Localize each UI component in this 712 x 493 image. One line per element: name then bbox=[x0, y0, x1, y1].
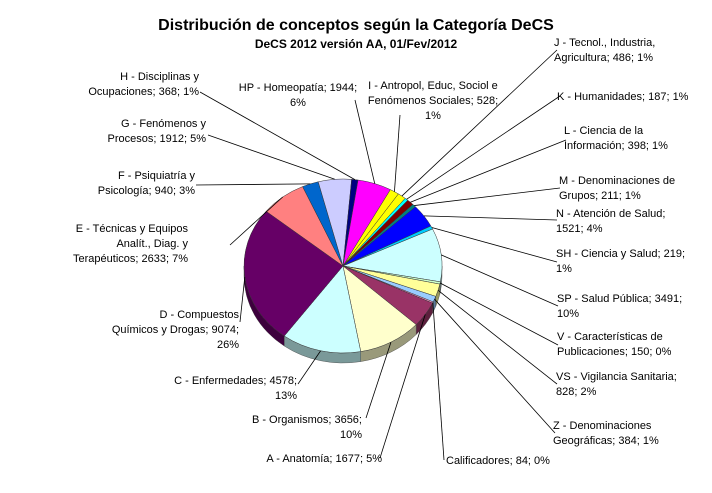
pie-slices bbox=[243, 178, 443, 354]
leader-line-2 bbox=[410, 139, 567, 203]
leader-line-16 bbox=[195, 183, 311, 186]
leader-line-6 bbox=[441, 254, 559, 307]
slice-label-8: VS - Vigilancia Sanitaria; 828; 2% bbox=[556, 371, 677, 398]
slice-label-14: D - Compuestos Químicos y Drogas; 9074; 26… bbox=[112, 309, 240, 351]
leader-line-20 bbox=[394, 114, 401, 192]
slice-label-20: I - Antropol, Educ, Sociol e Fenómenos So… bbox=[368, 80, 498, 122]
leader-line-9 bbox=[434, 298, 556, 434]
leader-line-0 bbox=[401, 49, 558, 197]
slice-label-17: G - Fenómenos y Procesos; 1912; 5% bbox=[108, 118, 207, 145]
leader-line-1 bbox=[406, 95, 561, 200]
leader-line-5 bbox=[431, 227, 558, 263]
leader-line-12 bbox=[365, 341, 392, 419]
leader-line-10 bbox=[432, 302, 445, 461]
chart-subtitle: DeCS 2012 versión AA, 01/Fev/2012 bbox=[255, 37, 458, 51]
pie-slice-13 bbox=[283, 265, 362, 354]
pie-slice-14 bbox=[243, 210, 344, 337]
leader-line-4 bbox=[423, 215, 558, 221]
slice-label-11: A - Anatomía; 1677; 5% bbox=[266, 453, 382, 465]
pie-slice-20 bbox=[342, 189, 399, 267]
leader-line-15 bbox=[229, 196, 283, 246]
slice-label-1: K - Humanidades; 187; 1% bbox=[557, 91, 689, 103]
slice-label-12: B - Organismos; 3656; 10% bbox=[252, 414, 362, 441]
leader-line-17 bbox=[207, 134, 335, 180]
slice-label-9: Z - Denominaciones Geográficas; 384; 1% bbox=[553, 420, 659, 447]
slice-labels: J - Tecnol., Industria, Agricultura; 486;… bbox=[73, 37, 689, 467]
slice-label-6: SP - Salud Pública; 3491; 10% bbox=[557, 293, 682, 320]
leader-line-18 bbox=[199, 91, 356, 180]
slice-label-16: F - Psiquiatría y Psicología; 940; 3% bbox=[98, 170, 196, 197]
chart-title: Distribución de conceptos según la Categ… bbox=[158, 17, 554, 34]
slice-label-10: Calificadores; 84; 0% bbox=[446, 455, 550, 467]
slice-label-19: HP - Homeopatía; 1944; 6% bbox=[239, 82, 357, 109]
leader-line-13 bbox=[297, 350, 321, 385]
slice-label-18: H - Disciplinas y Ocupaciones; 368; 1% bbox=[88, 71, 199, 98]
slice-label-15: E - Técnicas y Equipos Analít., Diag. y Te… bbox=[73, 223, 188, 265]
slice-label-13: C - Enfermedades; 4578; 13% bbox=[174, 375, 297, 402]
slice-label-5: SH - Ciencia y Salud; 219; 1% bbox=[556, 248, 685, 275]
leader-lines bbox=[195, 49, 567, 461]
leader-line-19 bbox=[354, 99, 376, 184]
slice-label-3: M - Denominaciones de Grupos; 211; 1% bbox=[559, 175, 675, 202]
slice-label-4: N - Atención de Salud; 1521; 4% bbox=[556, 208, 665, 235]
leader-line-11 bbox=[379, 314, 426, 459]
leader-line-3 bbox=[414, 187, 561, 206]
leader-line-14 bbox=[239, 276, 246, 323]
slice-label-0: J - Tecnol., Industria, Agricultura; 486;… bbox=[554, 37, 655, 64]
leader-line-8 bbox=[437, 290, 558, 385]
leader-line-7 bbox=[439, 282, 559, 346]
slice-label-2: L - Ciencia de la Información; 398; 1% bbox=[564, 125, 668, 152]
slice-label-7: V - Características de Publicaciones; 150… bbox=[557, 331, 672, 358]
